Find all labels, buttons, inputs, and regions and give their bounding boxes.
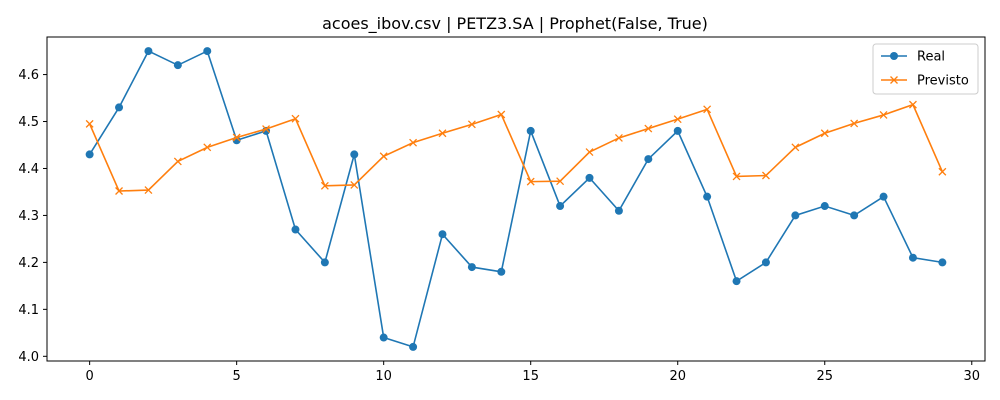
series-layer [85, 47, 947, 351]
data-point-real [791, 211, 800, 220]
plot-area-frame [46, 36, 986, 362]
legend-item-real: Real [881, 50, 945, 65]
y-tick-label: 4.3 [18, 209, 39, 224]
data-point-real [585, 173, 594, 182]
data-point-previsto [791, 143, 800, 152]
y-tick-label: 4.1 [18, 303, 39, 318]
data-point-previsto [850, 119, 859, 128]
chart-title: acoes_ibov.csv | PETZ3.SA | Prophet(Fals… [322, 14, 708, 34]
data-point-real [938, 258, 947, 267]
legend: Real Previsto [872, 43, 979, 95]
legend-item-previsto: Previsto [881, 74, 969, 89]
data-point-previsto [379, 152, 388, 161]
data-point-real [850, 211, 859, 220]
data-point-real [556, 202, 565, 211]
data-point-previsto [879, 110, 888, 119]
x-tick-label: 30 [963, 369, 980, 384]
y-tick-label: 4.5 [18, 115, 39, 130]
data-point-previsto [173, 157, 182, 166]
data-point-real [467, 263, 476, 272]
data-point-previsto [497, 110, 506, 119]
data-point-previsto [262, 125, 271, 133]
data-point-previsto [556, 177, 565, 186]
y-axis: 4.0 4.1 4.2 4.3 4.4 4.5 4.6 [18, 68, 47, 365]
data-point-previsto [644, 124, 653, 133]
x-tick-label: 25 [816, 369, 833, 384]
data-point-real [438, 230, 447, 239]
data-point-previsto [203, 143, 212, 152]
data-point-real [673, 126, 682, 135]
x-tick-label: 20 [669, 369, 686, 384]
data-point-real [203, 47, 212, 56]
data-point-previsto [820, 129, 829, 138]
data-point-real [644, 155, 653, 164]
data-point-previsto [115, 187, 124, 195]
data-point-real [85, 150, 94, 159]
y-tick-label: 4.2 [18, 256, 39, 271]
data-point-real [908, 253, 917, 262]
data-point-previsto [673, 115, 682, 124]
data-point-previsto [409, 138, 418, 147]
data-point-real [732, 277, 741, 286]
data-point-previsto [467, 120, 476, 129]
legend-label-previsto: Previsto [917, 74, 969, 89]
x-tick-label: 5 [233, 369, 241, 384]
series-line-previsto [88, 103, 944, 192]
y-tick-label: 4.0 [18, 350, 39, 365]
data-point-real [291, 225, 300, 234]
x-axis: 0 5 10 15 20 25 30 [85, 361, 980, 384]
data-point-real [144, 47, 153, 56]
data-point-previsto [438, 129, 447, 138]
data-point-previsto [732, 172, 741, 181]
data-point-real [497, 267, 506, 276]
legend-label-real: Real [917, 50, 945, 65]
x-tick-label: 0 [85, 369, 93, 384]
data-point-real [526, 126, 535, 135]
data-point-real [409, 342, 418, 351]
data-point-real [879, 192, 888, 201]
y-tick-label: 4.6 [18, 68, 39, 83]
data-point-real [379, 333, 388, 342]
data-point-real [703, 192, 712, 201]
data-point-previsto [85, 119, 94, 128]
data-point-previsto [144, 186, 153, 195]
data-point-real [173, 61, 182, 70]
data-point-previsto [703, 105, 712, 114]
data-point-previsto [761, 171, 770, 180]
data-point-previsto [350, 180, 359, 189]
data-point-real [115, 103, 124, 112]
data-point-previsto [585, 148, 594, 157]
data-point-previsto [232, 133, 241, 142]
x-tick-label: 15 [522, 369, 539, 384]
x-tick-label: 10 [375, 369, 392, 384]
data-point-real [820, 202, 829, 211]
data-point-previsto [320, 181, 329, 190]
data-point-real [614, 206, 623, 215]
data-point-real [350, 150, 359, 159]
data-point-previsto [614, 133, 623, 142]
data-point-real [761, 258, 770, 267]
data-point-previsto [291, 114, 300, 123]
y-tick-label: 4.4 [18, 162, 39, 177]
series-line-real [88, 49, 943, 348]
data-point-real [320, 258, 329, 267]
data-point-previsto [908, 100, 917, 109]
data-point-previsto [938, 167, 947, 176]
data-point-previsto [526, 177, 535, 186]
